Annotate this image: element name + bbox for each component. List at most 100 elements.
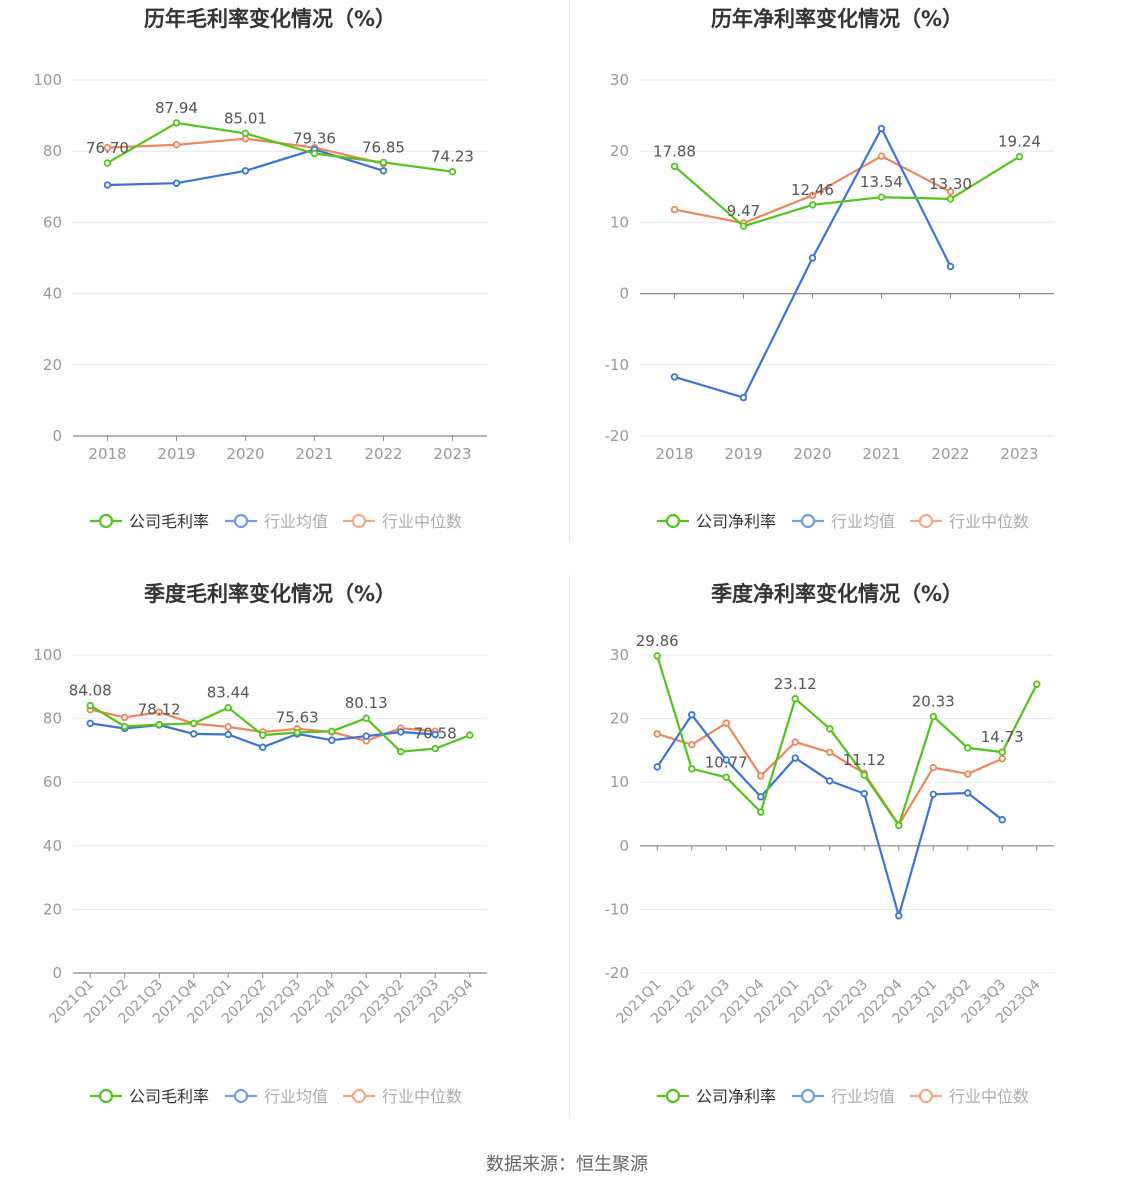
chart-title: 历年毛利率变化情况（%） [144,7,396,31]
data-point-company [328,727,336,736]
data-point-median [670,205,679,214]
data-point-median [653,730,661,738]
chart-title: 季度净利率变化情况（%） [711,582,963,606]
annual-gross-margin-panel: 历年毛利率变化情况（%） 0 20 40 60 80 100 2018 2019 2020 2021… [0,0,567,575]
data-point-median [946,188,955,196]
data-point-company [826,725,834,733]
data-point-median [722,719,730,727]
data-label: 87.94 [155,99,198,117]
y-tick-label: 0 [619,837,629,855]
quarterly-net-margin-panel: 季度净利率变化情况（%） -20 -10 0 10 20 30 2021Q1 2021Q2 202… [567,575,1134,1150]
series-line-company [106,121,453,173]
data-point-company [103,159,112,167]
y-tick-label: 20 [610,142,629,160]
y-tick-label: 20 [610,710,629,728]
legend-item-avg: 行业均值 [792,1087,895,1106]
data-point-company [121,722,129,731]
data-label: 10.77 [705,753,748,771]
data-point-avg [379,167,388,175]
data-point-company [431,744,439,753]
legend-marker [233,513,249,529]
data-point-avg [224,730,232,739]
data-point-avg [739,393,748,402]
data-point-company [739,222,748,230]
data-label: 75.63 [276,708,319,726]
x-tick-label: 2020 [226,445,264,463]
data-point-median [877,152,886,160]
data-point-company [172,119,181,127]
quarterly-gross-margin-chart: 季度毛利率变化情况（%）0204060801002021Q12021Q22021… [33,582,487,1106]
data-point-median [998,754,1006,763]
x-tick-label: 2022 [364,445,402,463]
data-point-avg [757,793,765,801]
data-point-company [808,201,817,209]
data-point-median [172,141,181,149]
data-label: 76.85 [362,138,405,156]
legend-label: 公司净利率 [696,1087,776,1106]
legend-label: 公司净利率 [696,512,776,531]
y-tick-label: 100 [33,71,62,89]
x-tick-label: 2020 [793,445,831,463]
data-point-avg [877,124,886,133]
data-point-avg [946,262,955,271]
legend-marker [98,513,114,529]
data-point-median [964,770,972,778]
y-tick-label: 10 [610,213,629,231]
data-point-median [808,191,817,200]
data-point-avg [259,743,267,751]
series-line-company [673,155,1021,228]
quarterly-gross-margin-panel: 季度毛利率变化情况（%） 0 20 40 60 80 100 2021Q1 2021Q2 2021… [0,575,567,1150]
data-point-avg [86,719,94,728]
data-point-avg [826,777,834,785]
legend-label: 公司毛利率 [129,1087,209,1106]
x-tick-label: 2023 [1000,445,1038,463]
y-tick-label: 20 [43,900,62,918]
data-point-avg [103,181,112,189]
data-point-company [224,703,232,712]
data-point-company [397,747,405,756]
data-point-company [379,158,388,167]
data-label: 20.33 [912,693,955,711]
x-tick-label: 2023 [433,445,471,463]
data-point-company [259,731,267,739]
legend-label: 行业中位数 [949,512,1029,531]
legend-item-company: 公司毛利率 [90,1087,209,1106]
data-point-avg [895,912,903,920]
data-point-avg [998,816,1006,824]
data-point-avg [362,732,370,740]
data-label: 78.12 [138,701,181,719]
data-point-company [877,193,886,201]
quarterly-net-margin-chart: 季度净利率变化情况（%）-20-1001020302021Q12021Q2202… [605,582,1054,1106]
data-label: 29.86 [636,632,679,650]
series-line-avg [674,127,952,399]
legend-label: 行业均值 [831,1087,895,1106]
data-point-company [688,765,696,773]
y-tick-label: 80 [43,142,62,160]
data-point-company [757,808,765,816]
legend-item-median: 行业中位数 [343,512,462,531]
y-tick-label: 0 [52,964,62,982]
data-point-avg [860,789,868,798]
data-point-avg [722,756,730,764]
legend-item-avg: 行业均值 [792,512,895,531]
data-label: 70.58 [414,725,457,743]
data-point-avg [397,728,405,736]
legend-label: 公司毛利率 [129,512,209,531]
legend-item-median: 行业中位数 [343,1087,462,1106]
legend-marker [351,513,367,529]
data-point-company [1033,680,1041,688]
data-point-median [224,723,232,731]
y-tick-label: 100 [33,646,62,664]
legend-label: 行业中位数 [382,1087,462,1106]
y-tick-label: 20 [43,356,62,374]
legend-marker [98,1088,114,1104]
data-point-median [826,748,834,757]
y-tick-label: -10 [605,900,630,918]
legend-item-avg: 行业均值 [225,1087,328,1106]
chart-title: 历年净利率变化情况（%） [711,7,963,31]
legend-item-median: 行业中位数 [910,1087,1029,1106]
y-tick-label: 60 [43,773,62,791]
data-point-company [946,195,955,203]
data-source-note: 数据来源：恒生聚源 [486,1154,648,1175]
y-tick-label: 40 [43,837,62,855]
